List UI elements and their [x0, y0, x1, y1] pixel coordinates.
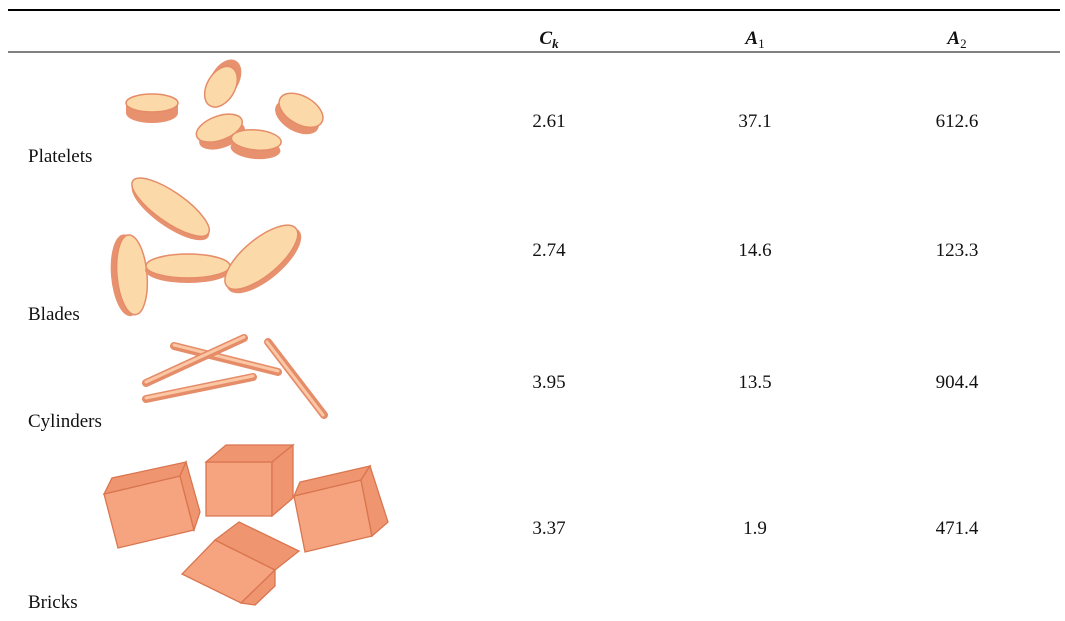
cell: 2.74: [532, 240, 566, 261]
header-subscript: k: [552, 36, 559, 51]
header-cell: A1: [744, 28, 764, 51]
cell: 37.1: [738, 111, 771, 132]
cell: 3.95: [532, 372, 565, 393]
cell: 612.6: [936, 111, 979, 132]
cell: 904.4: [936, 372, 979, 393]
header-cell: Ck: [539, 28, 559, 51]
cell: 3.37: [532, 518, 565, 539]
cell: 14.6: [738, 240, 771, 261]
header-symbol: C: [539, 28, 552, 49]
header-subscript: 2: [960, 36, 967, 51]
header-subscript: 1: [758, 36, 765, 51]
row-label: Cylinders: [28, 411, 102, 432]
cell: 2.61: [532, 111, 565, 132]
platelets-illustration: [125, 59, 324, 160]
header-cell: A2: [946, 28, 966, 51]
row-label: Blades: [28, 304, 80, 325]
cell: 1.9: [743, 518, 767, 539]
header-symbol: A: [744, 28, 758, 49]
row-label: Bricks: [28, 592, 78, 613]
cell: 471.4: [936, 518, 979, 539]
header-symbol: A: [946, 28, 960, 49]
cell: 123.3: [936, 240, 979, 261]
cell: 13.5: [738, 372, 771, 393]
blades-illustration: [110, 177, 302, 317]
cylinders-illustration: [142, 334, 328, 419]
bricks-illustration: [102, 443, 389, 606]
row-label: Platelets: [28, 146, 92, 167]
